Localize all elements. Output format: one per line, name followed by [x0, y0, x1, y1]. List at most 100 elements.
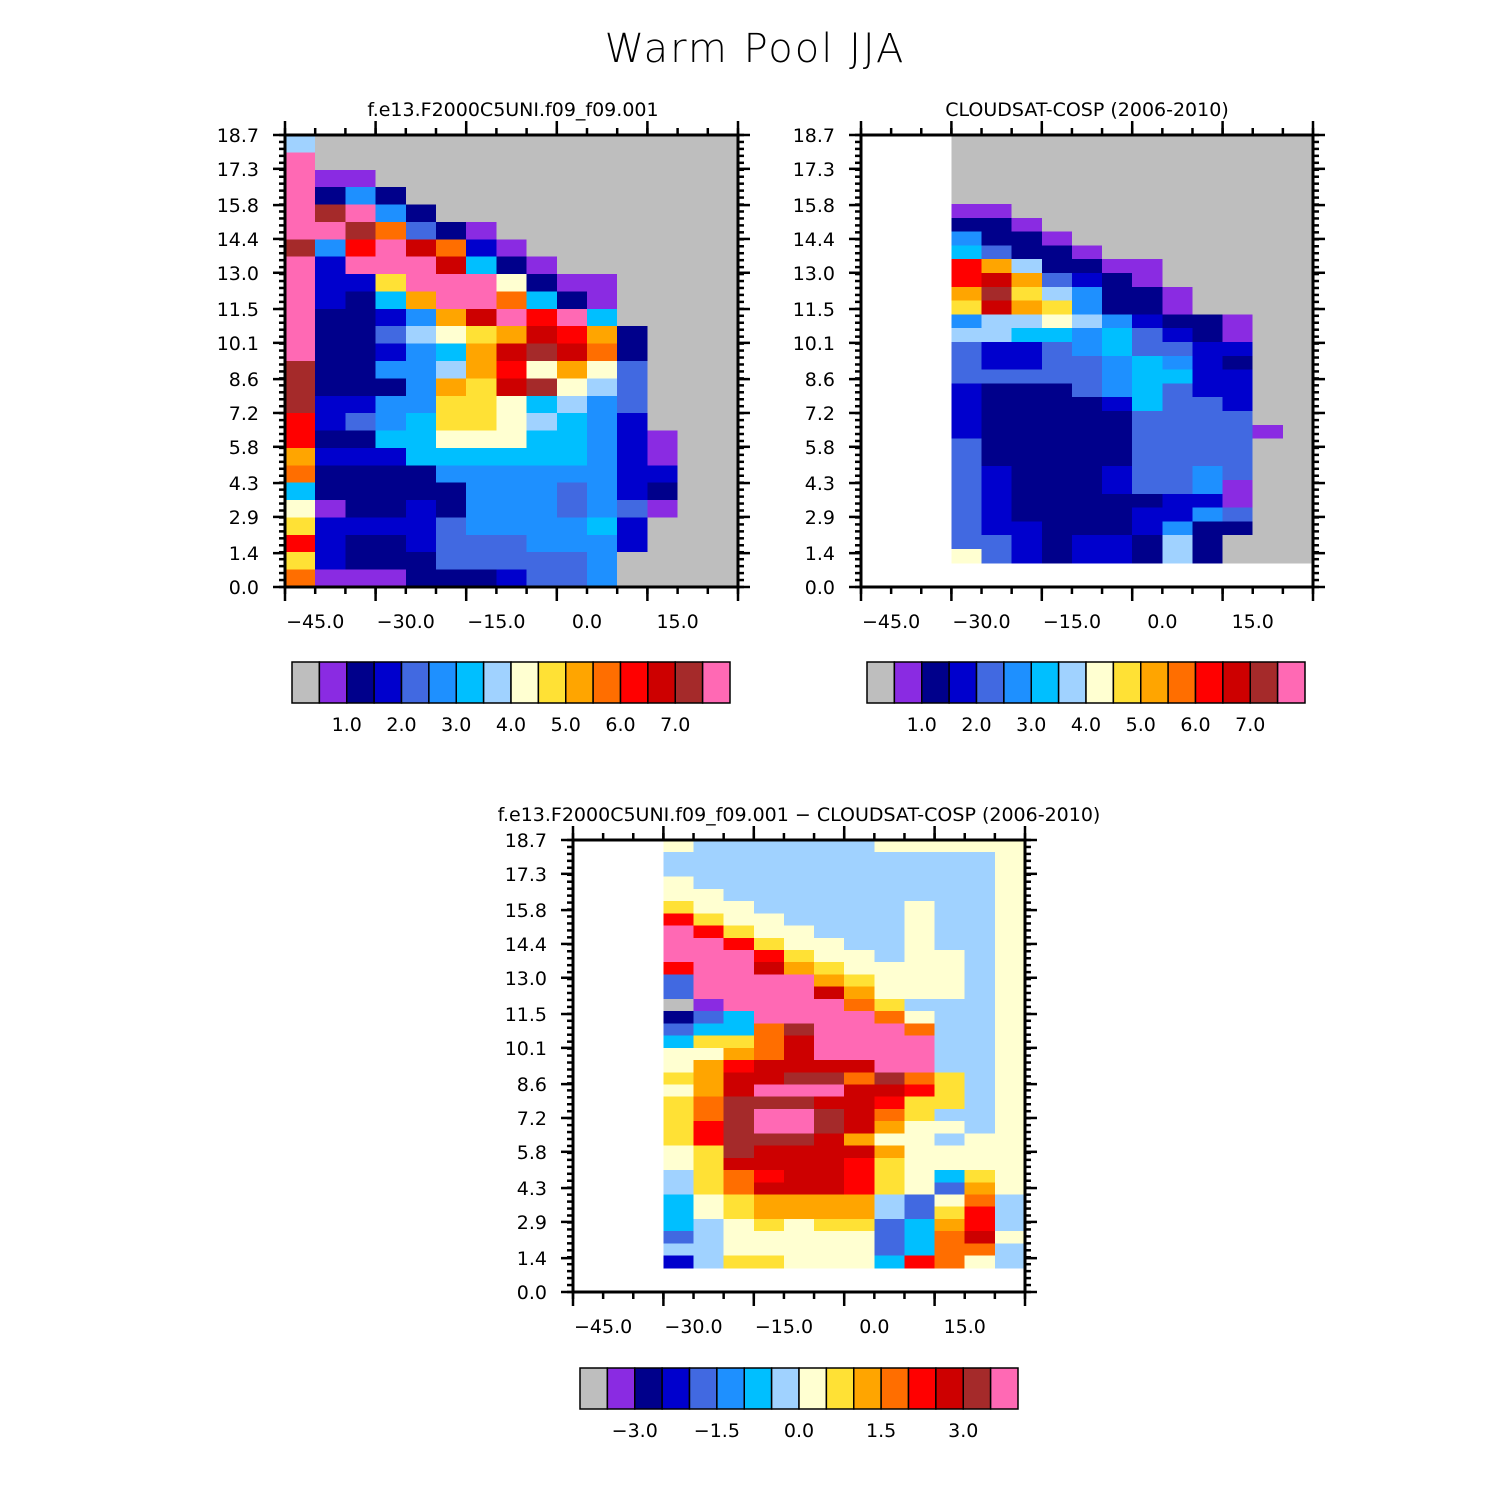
heatmap-cell [345, 256, 377, 275]
heatmap-cell [723, 913, 755, 927]
heatmap-cell [981, 369, 1013, 385]
y-tick-label: 5.8 [229, 437, 259, 459]
heatmap-cell [981, 245, 1013, 260]
heatmap-cell [693, 962, 725, 976]
heatmap-cell [814, 1182, 845, 1196]
heatmap-cell [707, 221, 739, 240]
heatmap-cell [814, 1170, 845, 1183]
heatmap-cell [844, 1182, 875, 1196]
heatmap-cell [436, 221, 467, 240]
heatmap-cell [951, 245, 983, 260]
heatmap-cell [1071, 397, 1103, 412]
heatmap-cell [723, 1218, 755, 1232]
heatmap-cell [526, 239, 558, 258]
heatmap-cell [405, 135, 437, 153]
heatmap-cell [981, 231, 1013, 247]
heatmap-cell [707, 187, 739, 206]
heatmap-cell [874, 1218, 906, 1232]
heatmap-cell [1041, 466, 1073, 481]
heatmap-cell [783, 852, 815, 866]
heatmap-cell [1162, 452, 1194, 467]
colorbar-swatch [455, 661, 485, 704]
heatmap-cell [707, 482, 739, 501]
heatmap-cell [1071, 135, 1103, 150]
heatmap-cell [663, 925, 695, 939]
heatmap-cell [964, 1243, 996, 1257]
heatmap-cell [617, 326, 648, 345]
heatmap-cell [285, 517, 316, 536]
heatmap-cell [1222, 328, 1254, 343]
heatmap-cell [1132, 190, 1163, 205]
heatmap-cell [617, 413, 648, 432]
heatmap-cell [994, 1170, 1026, 1183]
heatmap-cell [496, 378, 528, 397]
heatmap-cell [315, 395, 346, 414]
heatmap-cell [1011, 438, 1043, 454]
heatmap-cell [934, 1218, 966, 1232]
heatmap-cell [951, 135, 983, 150]
heatmap-cell [345, 534, 377, 553]
heatmap-cell [994, 1157, 1026, 1171]
heatmap-cell [1192, 438, 1224, 454]
heatmap-cell [1102, 314, 1133, 329]
heatmap-cell [587, 482, 618, 501]
heatmap-cell [707, 256, 739, 275]
heatmap-cell [783, 1182, 815, 1196]
heatmap-cell [693, 1023, 725, 1037]
heatmap-cells [951, 135, 1314, 564]
panel-title: CLOUDSAT-COSP (2006-2010) [945, 99, 1229, 121]
heatmap-cell [1011, 190, 1043, 205]
heatmap-cell [405, 291, 437, 310]
heatmap-cell [405, 169, 437, 188]
heatmap-cell [934, 974, 966, 988]
heatmap-cell [693, 840, 725, 853]
heatmap-cell [753, 986, 785, 1000]
y-ticks [273, 133, 750, 589]
heatmap-cell [994, 1206, 1026, 1220]
heatmap-cell [874, 1096, 906, 1110]
y-tick-label: 5.8 [805, 437, 835, 459]
y-tick-label: 18.7 [505, 830, 547, 852]
heatmap-cell [693, 888, 725, 902]
heatmap-cell [466, 187, 497, 206]
heatmap-cell [663, 950, 695, 963]
heatmap-cell [1041, 369, 1073, 385]
y-tick-label: 2.9 [805, 507, 835, 529]
heatmap-cell [285, 308, 316, 327]
heatmap-cell [1162, 217, 1194, 233]
heatmap-cell [753, 1145, 785, 1159]
heatmap-cell [315, 221, 346, 240]
heatmap-cell [587, 343, 618, 362]
heatmap-cell [647, 221, 679, 240]
heatmap-cell [1071, 342, 1103, 357]
heatmap-cell [904, 1170, 936, 1183]
heatmap-cell [964, 913, 996, 927]
heatmap-cell [1222, 535, 1254, 550]
heatmap-cell [1132, 466, 1163, 481]
heatmap-cell [707, 274, 739, 293]
x-tick-label: −45.0 [574, 1316, 632, 1338]
colorbar-swatch [975, 661, 1005, 704]
heatmap-cell [934, 1108, 966, 1122]
heatmap-cell [1252, 411, 1284, 426]
heatmap-cell [1282, 452, 1314, 467]
heatmap-cell [904, 1133, 936, 1147]
heatmap-cell [814, 986, 845, 1000]
heatmap-cell [677, 291, 709, 310]
heatmap-cell [1132, 383, 1163, 398]
heatmap-cell [723, 1243, 755, 1257]
heatmap-cell [647, 152, 679, 171]
heatmap-cell [707, 447, 739, 466]
heatmap-cell [556, 343, 588, 362]
x-tick-label: −15.0 [467, 611, 525, 633]
heatmap-cell [663, 1182, 695, 1196]
heatmap-cell [526, 395, 558, 414]
heatmap-cell [844, 1035, 875, 1049]
heatmap-cell [1071, 190, 1103, 205]
heatmap-cell [1252, 342, 1284, 357]
x-tick-label: 0.0 [859, 1316, 889, 1338]
heatmap-cell [647, 169, 679, 188]
heatmap-cell [405, 395, 437, 414]
y-tick-label: 15.8 [793, 195, 835, 217]
